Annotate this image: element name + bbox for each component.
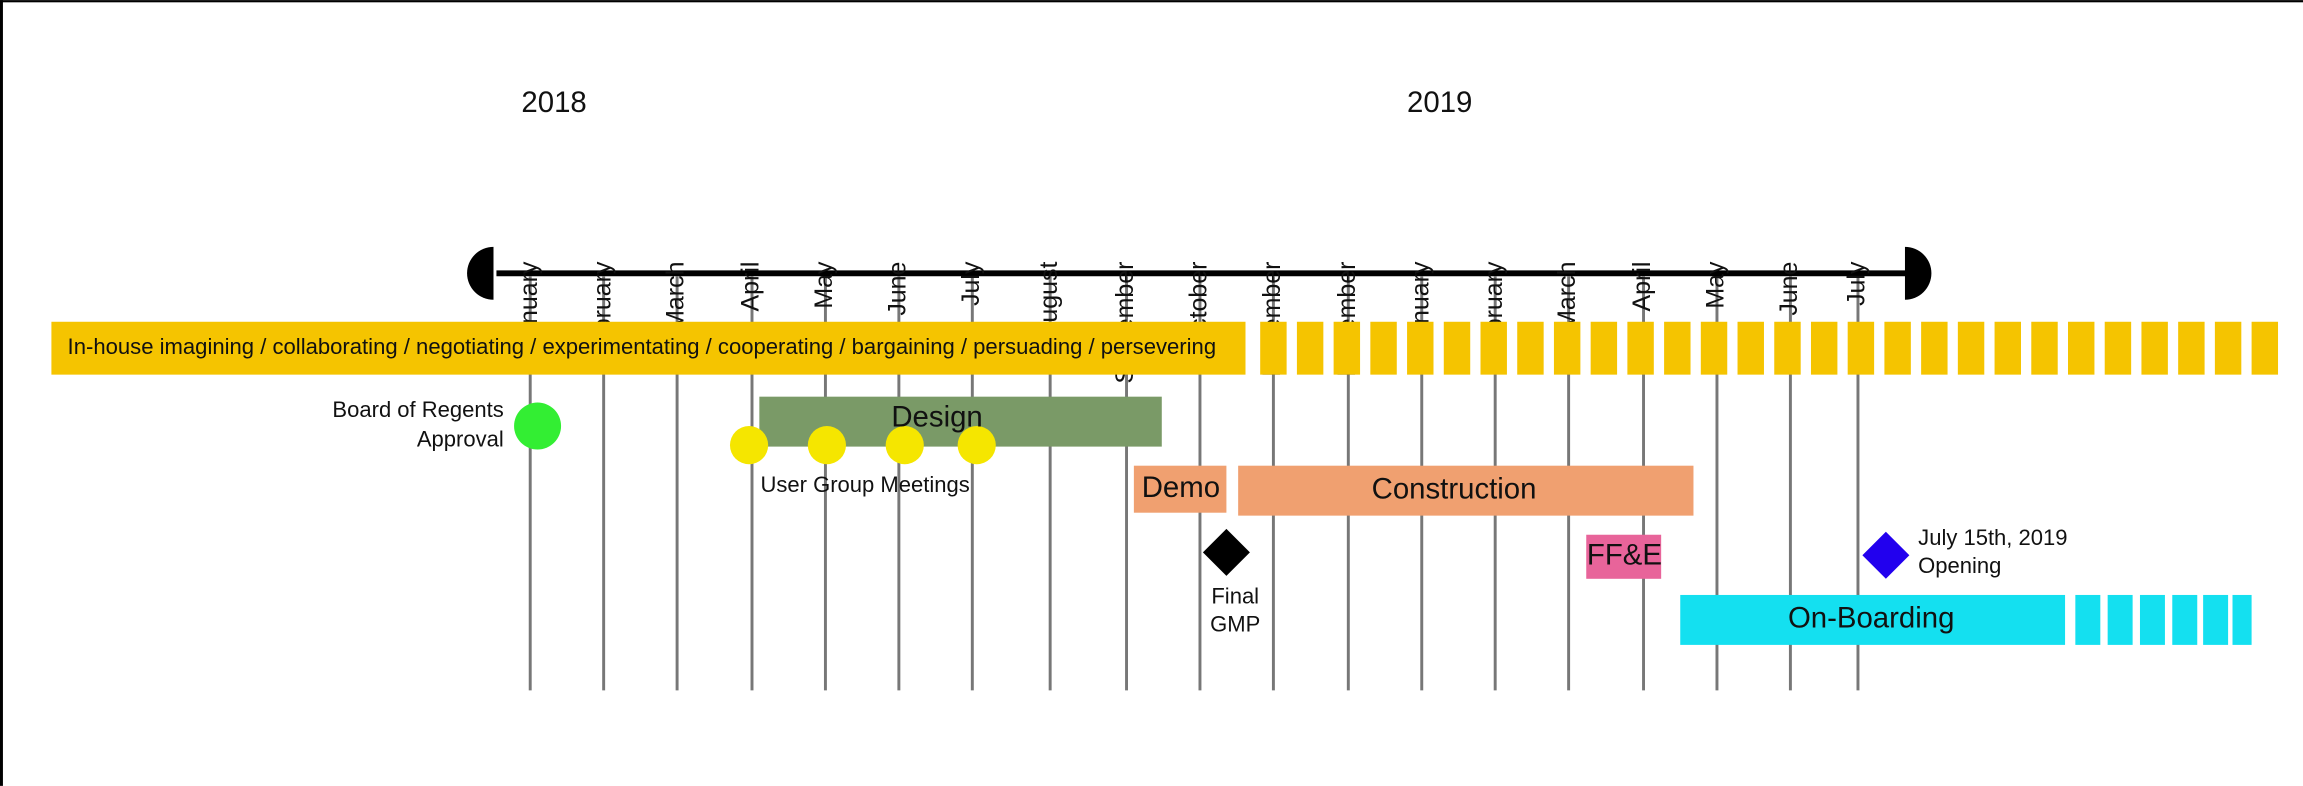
meeting-dot <box>957 426 996 465</box>
ongoing-dash <box>1517 321 1544 375</box>
onboarding-dash <box>2107 594 2133 645</box>
onboarding-dash <box>2203 594 2229 645</box>
approval-dot <box>514 402 562 450</box>
activity-label: Design <box>891 400 982 433</box>
ongoing-dash <box>1810 321 1838 375</box>
ongoing-dash <box>2031 321 2058 375</box>
milestone-label: User Group Meetings <box>760 472 969 497</box>
ongoing-dash <box>1553 321 1581 375</box>
ongoing-dash <box>1296 321 1324 375</box>
month-label: April <box>1628 262 1656 312</box>
ongoing-dash <box>1884 321 1911 375</box>
year-label: 2019 <box>1407 86 1472 119</box>
onboarding-dash <box>2172 594 2198 645</box>
month-label: July <box>957 261 985 306</box>
ongoing-dash <box>1957 321 1985 375</box>
onboarding-dash <box>2075 594 2101 645</box>
ongoing-dash <box>2251 321 2279 375</box>
meeting-dot <box>885 426 924 465</box>
ongoing-dash <box>1407 321 1434 375</box>
month-label: April <box>737 262 765 312</box>
month-label: July <box>1843 261 1871 306</box>
axis-cap-right <box>1904 246 1932 300</box>
ongoing-dash <box>2068 321 2095 375</box>
ongoing-dash <box>1700 321 1728 375</box>
ongoing-dash <box>1921 321 1948 375</box>
month-label: June <box>883 262 911 316</box>
meeting-dot <box>729 426 769 465</box>
milestone-label: Board of Regents <box>332 397 503 422</box>
activity-bar <box>1133 465 1227 513</box>
activity-label: On-Boarding <box>1788 602 1954 635</box>
month-label: June <box>1775 262 1803 316</box>
frame-top <box>0 0 2303 3</box>
meeting-dot <box>807 426 846 465</box>
frame-left <box>0 0 3 786</box>
activity-bar <box>1680 594 2066 645</box>
ongoing-bar <box>51 321 1246 375</box>
ongoing-dash <box>1627 321 1654 375</box>
activity-bar <box>1238 465 1694 516</box>
ongoing-dash <box>2178 321 2205 375</box>
ongoing-dash <box>1847 321 1875 375</box>
ongoing-dash <box>1333 321 1361 375</box>
axis-cap-left <box>467 246 494 300</box>
ongoing-dash <box>1480 321 1507 375</box>
ongoing-dash <box>1260 321 1287 375</box>
ongoing-dash <box>1994 321 2021 375</box>
gmp-diamond <box>1202 528 1250 576</box>
ongoing-dash <box>1664 321 1691 375</box>
activity-bar <box>1586 534 1662 579</box>
milestone-label: Final <box>1211 584 1259 609</box>
ongoing-dash <box>1737 321 1764 375</box>
ongoing-dash <box>2214 321 2242 375</box>
ongoing-dash <box>2104 321 2132 375</box>
ongoing-dash <box>2141 321 2168 375</box>
activity-label: FF&E <box>1587 539 1662 572</box>
month-label: March <box>662 262 690 331</box>
ongoing-dash <box>1370 321 1397 375</box>
milestone-label: Approval <box>417 427 504 452</box>
ongoing-dash <box>1774 321 1801 375</box>
month-label: March <box>1553 262 1581 331</box>
ongoing-label: In-house imagining / collaborating / neg… <box>68 334 1217 359</box>
ongoing-dash <box>1443 321 1471 375</box>
month-label: May <box>810 261 838 309</box>
opening-diamond <box>1862 531 1910 579</box>
month-label: May <box>1702 261 1730 309</box>
milestone-label: GMP <box>1210 612 1260 637</box>
activity-label: Demo <box>1142 471 1220 504</box>
year-label: 2018 <box>521 86 586 119</box>
ongoing-dash <box>1590 321 1618 375</box>
onboarding-dash <box>2139 594 2165 645</box>
onboarding-dash <box>2232 594 2252 645</box>
milestone-label: July 15th, 2019 <box>1918 525 2067 550</box>
activity-label: Construction <box>1372 472 1537 505</box>
milestone-label: Opening <box>1918 553 2001 578</box>
